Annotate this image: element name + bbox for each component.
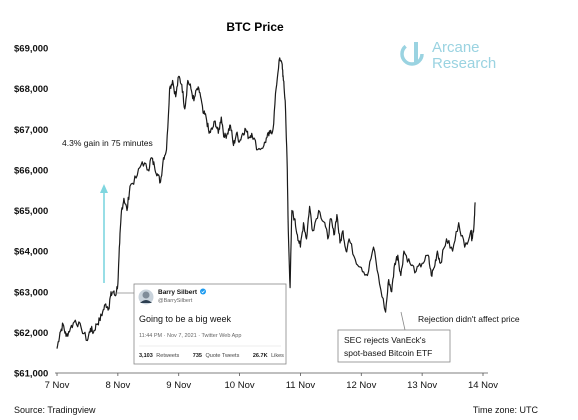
- gain-annotation: 4.3% gain in 75 minutes: [62, 138, 153, 148]
- tweet-author-name: Barry Silbert: [158, 289, 198, 296]
- y-tick-label: $62,000: [14, 328, 48, 339]
- x-tick-label: 13 Nov: [407, 380, 437, 391]
- y-tick-label: $65,000: [14, 206, 48, 217]
- y-tick-label: $68,000: [14, 84, 48, 95]
- x-tick-label: 10 Nov: [225, 380, 255, 391]
- arcane-research-logo: Arcane Research: [400, 39, 496, 72]
- tweet-meta: 11:44 PM · Nov 7, 2021 · Twitter Web App: [139, 333, 241, 339]
- avatar: [138, 289, 154, 305]
- price-line-series: [56, 57, 476, 349]
- x-tick-label: 8 Nov: [105, 380, 130, 391]
- logo-text-line1: Arcane: [432, 39, 480, 56]
- likes-label: Likes: [271, 353, 284, 359]
- tweet-text: Going to be a big week: [139, 314, 232, 324]
- sec-rejection-line2: spot-based Bitcoin ETF: [344, 348, 432, 358]
- tweet-handle: @BarrySilbert: [158, 298, 193, 304]
- x-tick-label: 9 Nov: [166, 380, 191, 391]
- gain-arrow: [100, 184, 108, 283]
- tweet-card: Barry Silbert @BarrySilbert Going to be …: [112, 283, 287, 365]
- x-tick-label: 7 Nov: [45, 380, 70, 391]
- y-tick-label: $61,000: [14, 369, 48, 380]
- source-text: Source: Tradingview: [14, 405, 96, 415]
- rejection-note: Rejection didn't affect price: [418, 314, 520, 324]
- y-tick-label: $67,000: [14, 125, 48, 136]
- x-axis: 7 Nov 8 Nov 9 Nov 10 Nov 11 Nov 12 Nov 13 Nov 1…: [45, 373, 498, 391]
- y-tick-label: $64,000: [14, 247, 48, 258]
- x-tick-label: 14 Nov: [468, 380, 498, 391]
- x-tick-label: 12 Nov: [346, 380, 376, 391]
- logo-text-line2: Research: [432, 55, 496, 72]
- timezone-text: Time zone: UTC: [473, 405, 539, 415]
- likes-count: 26.7K: [253, 353, 268, 359]
- logo-mark-icon: [400, 42, 424, 66]
- x-tick-label: 11 Nov: [286, 380, 316, 391]
- retweets-count: 3,103: [139, 353, 153, 359]
- tweet-stats: 3,103 Retweets 735 Quote Tweets 26.7K Li…: [139, 353, 284, 359]
- y-tick-label: $69,000: [14, 44, 48, 55]
- retweets-label: Retweets: [156, 353, 179, 359]
- quotes-count: 735: [193, 353, 202, 359]
- y-tick-label: $66,000: [14, 165, 48, 176]
- sec-rejection-line1: SEC rejects VanEck's: [344, 335, 426, 345]
- rejection-annotation: SEC rejects VanEck's spot-based Bitcoin …: [337, 311, 451, 363]
- y-axis: $61,000 $62,000 $63,000 $64,000 $65,000 $66,0…: [14, 44, 48, 380]
- verified-badge-icon: [200, 288, 206, 295]
- chart-title: BTC Price: [226, 20, 284, 34]
- quotes-label: Quote Tweets: [205, 353, 239, 359]
- y-tick-label: $63,000: [14, 287, 48, 298]
